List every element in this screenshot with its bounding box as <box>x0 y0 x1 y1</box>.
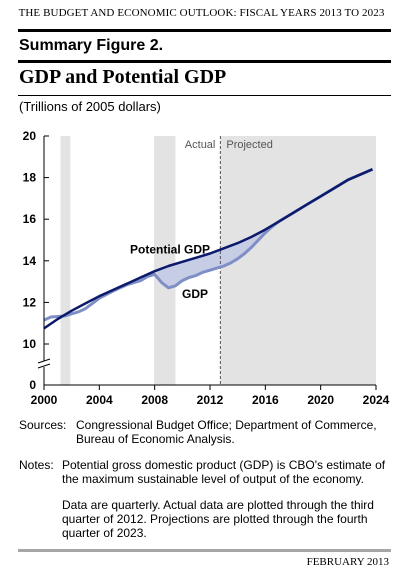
y-tick-label: 20 <box>23 129 37 143</box>
x-tick-label: 2008 <box>141 393 168 407</box>
x-tick-label: 2024 <box>363 393 390 407</box>
x-tick-label: 2016 <box>252 393 279 407</box>
x-tick-label: 2004 <box>86 393 113 407</box>
sources-text: Congressional Budget Office; Department … <box>76 418 377 446</box>
recession-shading-layer <box>44 136 376 385</box>
series-layer <box>43 167 374 330</box>
notes-label: Notes: <box>19 458 54 472</box>
figure-label: Summary Figure 2. <box>19 37 164 54</box>
recession-shade-1 <box>60 136 71 385</box>
sources-label: Sources: <box>19 418 67 432</box>
notes-text-1: Potential gross domestic product (GDP) i… <box>62 458 386 486</box>
y-tick-label: 12 <box>23 295 37 309</box>
recession-shade-2 <box>153 136 176 385</box>
x-tick-label: 2012 <box>197 393 224 407</box>
notes-text-2: Data are quarterly. Actual data are plot… <box>62 498 374 540</box>
running-head: THE BUDGET AND ECONOMIC OUTLOOK: FISCAL … <box>18 7 385 19</box>
actual-period-label: Actual <box>185 139 216 151</box>
x-tick-label: 2020 <box>307 393 334 407</box>
axis-break-gap <box>38 361 50 367</box>
y-tick-label: 10 <box>23 337 37 351</box>
units-rule <box>18 95 391 96</box>
axis-layer: 0 10 12 14 16 18 20 2000 2004 2008 2012 2016 2020 202… <box>23 129 390 407</box>
axis-break-mark-lower <box>37 363 51 369</box>
units-label: (Trillions of 2005 dollars) <box>19 99 161 114</box>
chart: 0 10 12 14 16 18 20 2000 2004 2008 2012 2016 2020 202… <box>23 129 390 407</box>
y-tick-label: 18 <box>23 171 37 185</box>
output-gap-layer <box>157 222 278 288</box>
y-tick-label: 16 <box>23 212 37 226</box>
bottom-rule <box>18 549 391 552</box>
axis-break-mark-upper <box>37 358 51 364</box>
potential-gdp-line <box>43 168 373 330</box>
gdp-label: GDP <box>182 287 208 301</box>
y-tick-label: 0 <box>29 378 36 392</box>
top-rule <box>18 29 391 32</box>
output-gap-fill <box>157 222 278 288</box>
projected-period-label: Projected <box>226 139 272 151</box>
x-tick-label: 2000 <box>31 393 58 407</box>
y-tick-label: 14 <box>23 254 37 268</box>
projected-region-shade <box>220 136 376 385</box>
figure-title: GDP and Potential GDP <box>19 66 227 88</box>
title-rule <box>18 60 391 63</box>
label-layer: Actual Projected Potential GDP GDP <box>130 139 273 301</box>
footer-date: FEBRUARY 2013 <box>306 556 389 568</box>
potential-gdp-label: Potential GDP <box>130 243 210 257</box>
